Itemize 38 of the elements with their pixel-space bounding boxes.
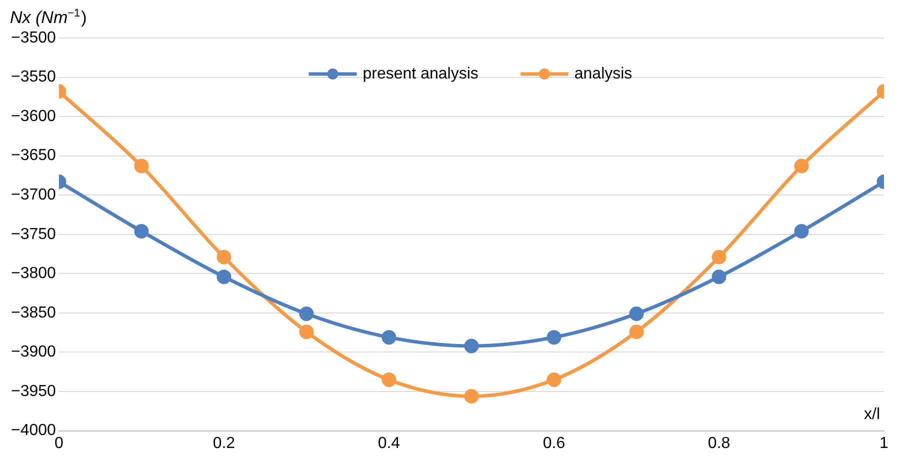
point <box>216 250 232 264</box>
point <box>712 270 726 284</box>
y-tick-label: −3850 <box>11 304 56 322</box>
point <box>546 330 562 345</box>
y-tick-label: −3950 <box>11 382 56 400</box>
point <box>299 306 314 321</box>
y-tick-label: −3650 <box>11 147 56 164</box>
y-tick-label: −3750 <box>11 226 56 243</box>
point <box>299 324 314 340</box>
x-tick-label: 0.2 <box>212 434 236 452</box>
point <box>382 372 396 387</box>
point <box>216 270 232 284</box>
x-tick-label: 0.4 <box>378 434 400 452</box>
y-tick-label: −3900 <box>11 344 56 361</box>
point <box>629 306 644 321</box>
point <box>546 372 562 387</box>
point <box>794 158 809 174</box>
x-tick-label: 1 <box>880 434 889 452</box>
x-tick-label: 0.8 <box>708 434 730 452</box>
point <box>794 224 809 239</box>
point <box>382 330 396 345</box>
point <box>134 224 149 239</box>
point <box>464 338 479 354</box>
legend-label: analysis <box>574 65 632 82</box>
x-axis-title: x/l <box>864 406 880 424</box>
point <box>464 388 479 404</box>
y-tick-label: −3550 <box>11 68 56 86</box>
point <box>712 250 726 264</box>
y-tick-label: −3700 <box>11 186 56 204</box>
x-tick-label: 0 <box>54 434 64 452</box>
y-tick-label: −4000 <box>11 422 56 440</box>
point <box>629 324 644 340</box>
x-tick-label: 0.6 <box>542 434 566 452</box>
point <box>134 158 149 174</box>
y-tick-label: −3500 <box>11 29 56 46</box>
y-tick-label: −3800 <box>11 265 56 282</box>
y-tick-label: −3600 <box>11 108 56 125</box>
legend-label: present analysis <box>362 65 478 82</box>
